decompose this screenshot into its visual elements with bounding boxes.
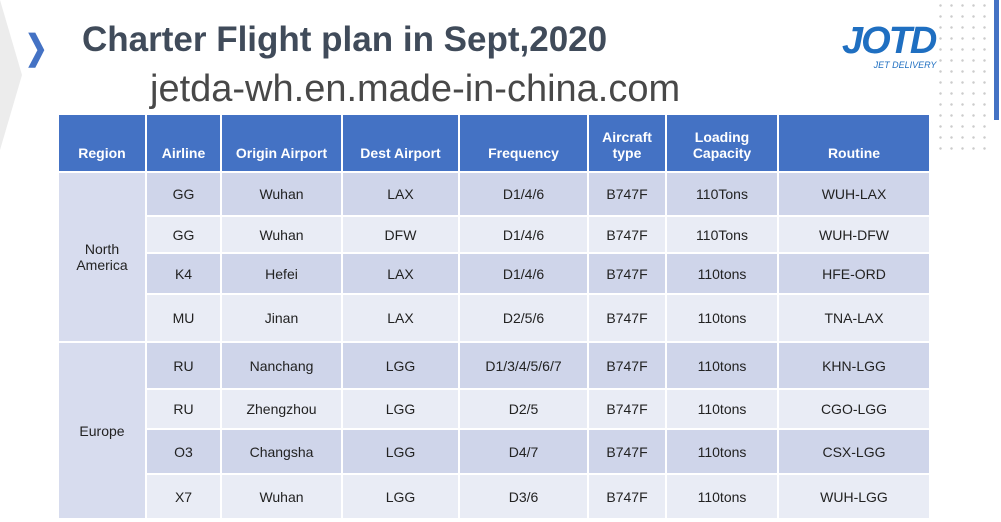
watermark: jetda-wh.en.made-in-china.com [150, 68, 681, 110]
table-cell: Zhengzhou [220, 388, 343, 430]
table-cell: Wuhan [220, 215, 343, 254]
table-cell: CGO-LGG [777, 388, 931, 430]
table-cell: B747F [587, 428, 667, 475]
table-cell: B747F [587, 341, 667, 390]
table-cell: TNA-LAX [777, 293, 931, 343]
table-row: RU Zhengzhou LGG D2/5 B747F 110tons CGO-LGG [58, 388, 931, 430]
table-cell: 110tons [665, 388, 779, 430]
table-cell: LAX [341, 252, 460, 295]
table-cell: X7 [145, 473, 222, 520]
table-cell: 110Tons [665, 215, 779, 254]
table-cell: D4/7 [458, 428, 589, 475]
table-cell: B747F [587, 388, 667, 430]
table-cell: D1/3/4/5/6/7 [458, 341, 589, 390]
table-cell: D3/6 [458, 473, 589, 520]
table-cell: Changsha [220, 428, 343, 475]
table-row: MU Jinan LAX D2/5/6 B747F 110tons TNA-LAX [58, 293, 931, 343]
logo-tagline: JET DELIVERY [873, 60, 937, 70]
table-row: GG Wuhan DFW D1/4/6 B747F 110Tons WUH-DFW [58, 215, 931, 254]
table-cell: 110tons [665, 252, 779, 295]
table-cell: Wuhan [220, 473, 343, 520]
table-cell: B747F [587, 215, 667, 254]
table-cell: B747F [587, 293, 667, 343]
logo-mark: JOTD [842, 20, 937, 62]
region-cell: Europe [57, 341, 147, 520]
column-header: Origin Airport [220, 113, 343, 173]
table-cell: GG [145, 171, 222, 217]
table-row: O3 Changsha LGG D4/7 B747F 110tons CSX-LGG [58, 428, 931, 475]
table-cell: 110tons [665, 428, 779, 475]
table-cell: B747F [587, 473, 667, 520]
column-header: Routine [777, 113, 931, 173]
table-cell: D1/4/6 [458, 252, 589, 295]
region-cell: North America [57, 171, 147, 343]
column-header: Dest Airport [341, 113, 460, 173]
accent-bar [994, 0, 999, 120]
table-cell: Wuhan [220, 171, 343, 217]
page-title: Charter Flight plan in Sept,2020 [82, 20, 608, 59]
table-cell: WUH-LAX [777, 171, 931, 217]
table-cell: K4 [145, 252, 222, 295]
table-cell: LAX [341, 293, 460, 343]
table-cell: WUH-DFW [777, 215, 931, 254]
corner-decoration [0, 0, 22, 150]
column-header: Region [57, 113, 147, 173]
table-cell: LAX [341, 171, 460, 217]
table-cell: WUH-LGG [777, 473, 931, 520]
header-row: Region Airline Origin Airport Dest Airport F… [57, 113, 931, 173]
table-cell: 110tons [665, 473, 779, 520]
logo: JOTD JET DELIVERY [840, 20, 975, 75]
table-row: X7 Wuhan LGG D3/6 B747F 110tons WUH-LGG [58, 473, 931, 520]
table-cell: O3 [145, 428, 222, 475]
table-cell: Nanchang [220, 341, 343, 390]
flight-plan-table: Region Airline Origin Airport Dest Airport F… [57, 113, 931, 520]
table-cell: LGG [341, 388, 460, 430]
table-row: North America GG Wuhan LAX D1/4/6 B747F 110Ton… [57, 171, 931, 343]
chevron-right-icon: ❯ [24, 29, 48, 67]
table-cell: D2/5/6 [458, 293, 589, 343]
table-cell: Hefei [220, 252, 343, 295]
table-row: Europe RU Nanchang LGG D1/3/4/5/6/7 B747F 110t… [57, 341, 931, 520]
column-header: Aircraft type [587, 113, 667, 173]
table-cell: HFE-ORD [777, 252, 931, 295]
table-cell: KHN-LGG [777, 341, 931, 390]
table-cell: RU [145, 341, 222, 390]
table-cell: D1/4/6 [458, 171, 589, 217]
table-cell: LGG [341, 341, 460, 390]
dot-pattern [935, 0, 991, 150]
column-header: Frequency [458, 113, 589, 173]
table-cell: 110Tons [665, 171, 779, 217]
table-cell: LGG [341, 473, 460, 520]
table-cell: GG [145, 215, 222, 254]
table-cell: D2/5 [458, 388, 589, 430]
column-header: Loading Capacity [665, 113, 779, 173]
table-cell: DFW [341, 215, 460, 254]
table-cell: LGG [341, 428, 460, 475]
table-row: K4 Hefei LAX D1/4/6 B747F 110tons HFE-ORD [58, 252, 931, 295]
table-cell: 110tons [665, 293, 779, 343]
table-cell: B747F [587, 252, 667, 295]
column-header: Airline [145, 113, 222, 173]
table-cell: CSX-LGG [777, 428, 931, 475]
table-cell: RU [145, 388, 222, 430]
table-cell: D1/4/6 [458, 215, 589, 254]
table-cell: MU [145, 293, 222, 343]
table-cell: 110tons [665, 341, 779, 390]
table-cell: Jinan [220, 293, 343, 343]
table-cell: B747F [587, 171, 667, 217]
